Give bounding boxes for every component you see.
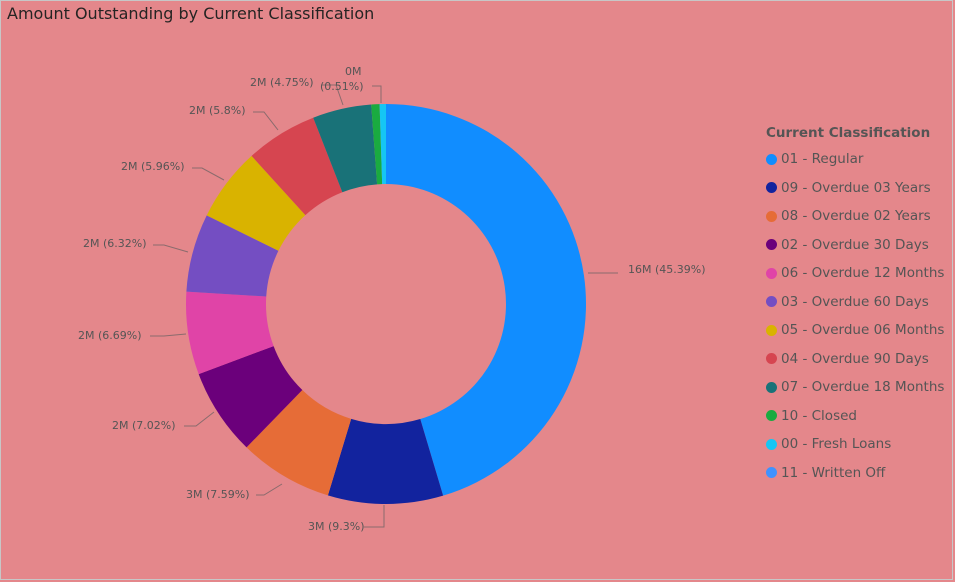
legend-item[interactable]: 01 - Regular: [766, 145, 944, 174]
legend-label: 04 - Overdue 90 Days: [781, 350, 929, 367]
slice-00-fresh-loans[interactable]: [379, 104, 386, 185]
legend-item[interactable]: 09 - Overdue 03 Years: [766, 174, 944, 203]
legend-item[interactable]: 08 - Overdue 02 Years: [766, 202, 944, 231]
legend-marker-icon: [766, 381, 777, 393]
legend-label: 02 - Overdue 30 Days: [781, 236, 929, 253]
slice-07-overdue-18-months[interactable]: [313, 104, 378, 193]
leader-line: [150, 333, 187, 337]
legend-item[interactable]: 07 - Overdue 18 Months: [766, 373, 944, 402]
data-label: 0M: [345, 65, 362, 78]
legend-title: Current Classification: [766, 125, 931, 141]
data-label: 2M (5.96%): [121, 160, 185, 173]
leader-line: [184, 411, 215, 427]
legend-item[interactable]: 05 - Overdue 06 Months: [766, 316, 944, 345]
legend-item[interactable]: 03 - Overdue 60 Days: [766, 288, 944, 317]
slice-01-regular[interactable]: [386, 104, 587, 496]
data-label: 2M (7.02%): [112, 419, 176, 432]
legend-items: 01 - Regular 09 - Overdue 03 Years 08 - Ov…: [766, 145, 944, 487]
legend-marker-icon: [766, 267, 777, 279]
legend-label: 03 - Overdue 60 Days: [781, 293, 929, 310]
leader-line: [253, 111, 279, 131]
legend-item[interactable]: 11 - Written Off: [766, 459, 944, 488]
legend: Current Classification 01 - Regular 09 - …: [766, 125, 944, 487]
legend-label: 10 - Closed: [781, 407, 857, 424]
donut-slices: [186, 104, 587, 505]
legend-item[interactable]: 04 - Overdue 90 Days: [766, 345, 944, 374]
legend-marker-icon: [766, 410, 777, 422]
slice-06-overdue-12-months[interactable]: [186, 291, 274, 375]
slice-09-overdue-03-years[interactable]: [327, 418, 444, 505]
slice-03-overdue-60-days[interactable]: [186, 215, 279, 297]
legend-marker-icon: [766, 467, 777, 479]
legend-label: 06 - Overdue 12 Months: [781, 265, 945, 282]
data-label: 2M (6.32%): [83, 237, 147, 250]
legend-label: 01 - Regular: [781, 151, 864, 168]
legend-item[interactable]: 02 - Overdue 30 Days: [766, 231, 944, 260]
leader-line: [153, 244, 189, 253]
legend-marker-icon: [766, 296, 777, 308]
legend-item[interactable]: 00 - Fresh Loans: [766, 430, 944, 459]
chart-title: Amount Outstanding by Current Classifica…: [7, 4, 375, 23]
legend-item[interactable]: 10 - Closed: [766, 402, 944, 431]
legend-label: 07 - Overdue 18 Months: [781, 379, 945, 396]
data-label: (0.51%): [320, 80, 364, 93]
legend-item[interactable]: 06 - Overdue 12 Months: [766, 259, 944, 288]
data-label: 2M (6.69%): [78, 329, 142, 342]
slice-02-overdue-30-days[interactable]: [198, 346, 303, 448]
legend-marker-icon: [766, 210, 777, 222]
data-label: 3M (7.59%): [186, 488, 250, 501]
legend-marker-icon: [766, 324, 777, 336]
slice-10-closed[interactable]: [371, 104, 383, 185]
leader-line: [364, 505, 385, 528]
legend-marker-icon: [766, 153, 777, 165]
legend-label: 11 - Written Off: [781, 464, 886, 481]
slice-04-overdue-90-days[interactable]: [251, 117, 343, 216]
leader-lines: [150, 84, 618, 528]
data-label: 16M (45.39%): [628, 263, 706, 276]
legend-label: 09 - Overdue 03 Years: [781, 179, 931, 196]
data-label: 2M (5.8%): [189, 104, 246, 117]
legend-label: 00 - Fresh Loans: [781, 436, 892, 453]
legend-marker-icon: [766, 353, 777, 365]
leader-line: [372, 85, 382, 103]
data-label: 2M (4.75%): [250, 76, 314, 89]
slice-08-overdue-02-years[interactable]: [246, 390, 352, 496]
leader-line: [192, 167, 225, 181]
legend-marker-icon: [766, 239, 777, 251]
data-labels: 16M (45.39%) 3M (9.3%) 3M (7.59%) 2M (7.02%…: [78, 65, 706, 533]
legend-label: 08 - Overdue 02 Years: [781, 208, 931, 225]
legend-label: 05 - Overdue 06 Months: [781, 322, 945, 339]
legend-marker-icon: [766, 182, 777, 194]
slice-05-overdue-06-months[interactable]: [206, 155, 306, 251]
data-label: 3M (9.3%): [308, 520, 365, 533]
leader-line: [256, 483, 283, 496]
leader-line: [322, 84, 344, 106]
legend-marker-icon: [766, 438, 777, 450]
